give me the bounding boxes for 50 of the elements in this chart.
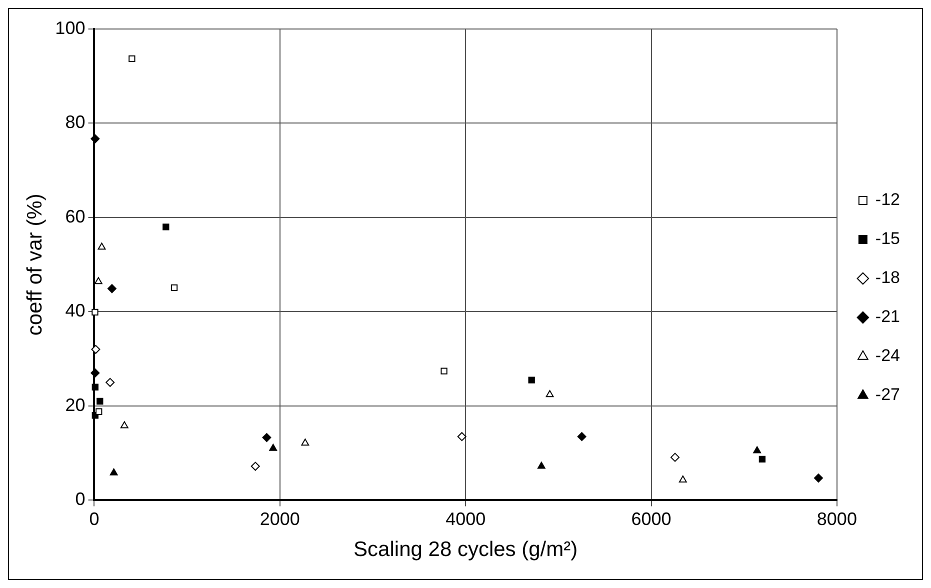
y-axis-title: coeff of var (%) — [23, 194, 46, 336]
y-tick-label: 0 — [75, 489, 86, 510]
x-tick-label: 0 — [89, 508, 100, 529]
point — [92, 384, 98, 390]
point — [107, 284, 116, 294]
point — [814, 474, 823, 483]
point — [678, 475, 687, 482]
legend-label: -18 — [875, 268, 900, 288]
x-tick-label: 6000 — [631, 508, 672, 529]
x-tick-label: 8000 — [816, 508, 857, 529]
y-tick-label: 20 — [65, 394, 86, 415]
point — [670, 452, 680, 462]
point — [537, 462, 546, 469]
y-tick-label: 60 — [65, 206, 86, 226]
point — [96, 398, 104, 405]
point — [90, 134, 100, 144]
point — [269, 444, 278, 451]
legend-label: -27 — [875, 385, 900, 404]
legend-label: -24 — [875, 346, 900, 366]
point — [250, 462, 260, 471]
point — [120, 421, 128, 428]
x-axis-title: Scaling 28 cycles (g/m²) — [354, 538, 578, 562]
point — [110, 468, 118, 476]
legend-label: -12 — [875, 190, 900, 210]
point — [758, 456, 766, 463]
legend-label: -21 — [875, 307, 900, 326]
point — [546, 390, 554, 398]
point — [91, 344, 100, 354]
point — [262, 433, 272, 442]
point — [90, 368, 100, 378]
y-tick-label: 80 — [65, 112, 86, 132]
x-tick-label: 4000 — [446, 508, 486, 529]
point — [753, 446, 762, 454]
point — [301, 438, 310, 446]
legend-label: -15 — [875, 229, 900, 248]
point — [94, 277, 102, 284]
point — [577, 432, 586, 442]
point — [92, 308, 98, 316]
point — [528, 376, 535, 384]
point — [440, 368, 448, 374]
point — [457, 432, 466, 442]
point — [98, 242, 106, 250]
y-tick-label: 40 — [65, 300, 86, 321]
point — [96, 408, 102, 415]
point — [162, 224, 170, 230]
point — [170, 284, 178, 292]
point — [106, 378, 115, 387]
x-tick-label: 2000 — [260, 508, 300, 529]
point — [128, 55, 136, 62]
y-tick-label: 100 — [55, 18, 86, 38]
